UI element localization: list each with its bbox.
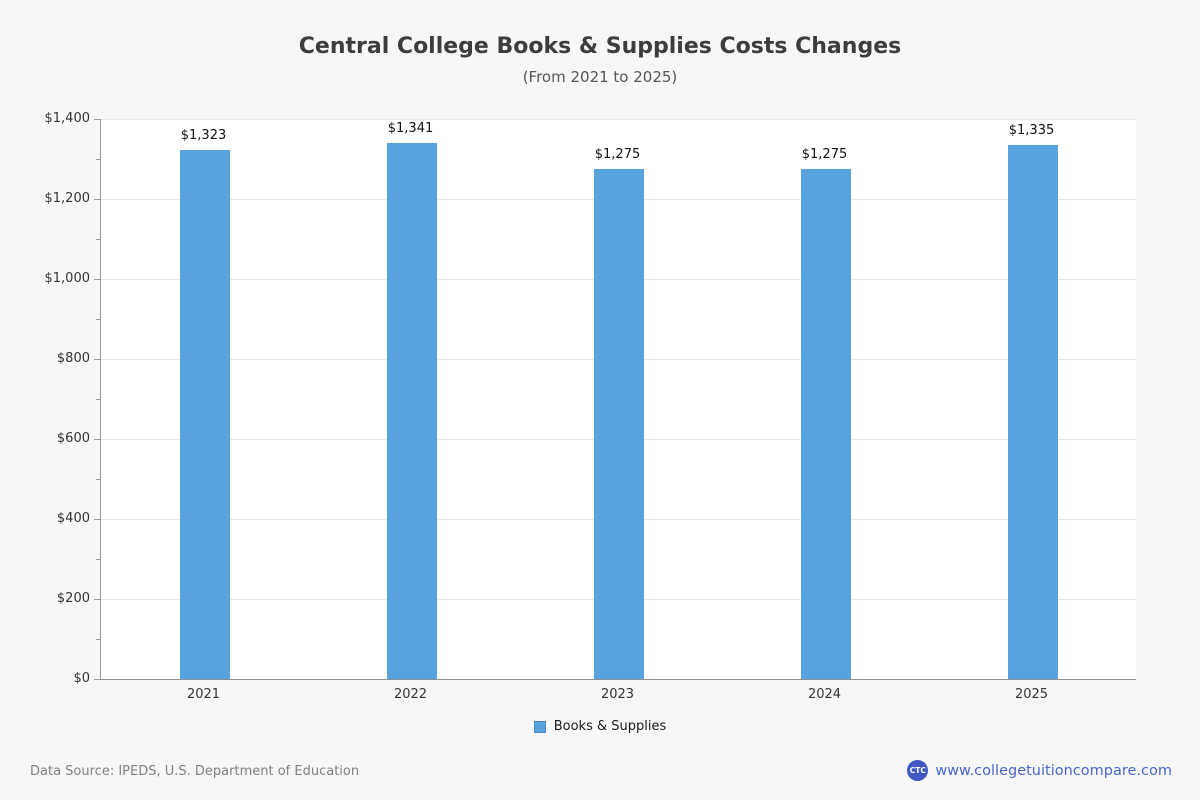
brand-url[interactable]: www.collegetuitioncompare.com xyxy=(935,762,1172,779)
y-axis-tick xyxy=(96,239,100,240)
bar-2022[interactable] xyxy=(386,143,437,679)
bar-value-label: $1,341 xyxy=(387,121,434,136)
y-axis-label: $200 xyxy=(56,591,90,606)
y-axis-label: $1,000 xyxy=(44,271,91,286)
y-axis-tick xyxy=(94,119,100,120)
chart-title: Central College Books & Supplies Costs C… xyxy=(298,34,902,59)
bar-value-label: $1,275 xyxy=(594,147,641,162)
bar-value-label: $1,275 xyxy=(801,147,848,162)
y-axis-tick xyxy=(94,439,100,440)
y-axis-label: $800 xyxy=(56,351,90,366)
legend-label[interactable]: Books & Supplies xyxy=(553,719,667,734)
y-axis-tick xyxy=(94,679,100,680)
data-source-note: Data Source: IPEDS, U.S. Department of E… xyxy=(30,764,360,779)
bar-2025[interactable] xyxy=(1007,145,1058,679)
y-axis-label: $400 xyxy=(56,511,90,526)
bar-value-label: $1,335 xyxy=(1008,123,1055,138)
bar-2023[interactable] xyxy=(593,169,644,679)
bar-2024[interactable] xyxy=(800,169,851,679)
x-axis-label: 2024 xyxy=(807,687,842,702)
chart-subtitle: (From 2021 to 2025) xyxy=(522,68,678,86)
plot-area xyxy=(100,119,1136,680)
y-axis-tick xyxy=(94,519,100,520)
y-axis-tick xyxy=(94,279,100,280)
x-axis-label: 2022 xyxy=(393,687,428,702)
y-axis-label: $0 xyxy=(73,671,90,686)
bar-2021[interactable] xyxy=(179,150,230,679)
legend-swatch-icon[interactable] xyxy=(533,720,546,733)
y-axis-label: $1,400 xyxy=(44,111,91,126)
y-axis-label: $1,200 xyxy=(44,191,91,206)
y-axis-tick xyxy=(96,159,100,160)
gridline xyxy=(101,119,1136,120)
bar-value-label: $1,323 xyxy=(180,128,227,143)
x-axis-label: 2025 xyxy=(1014,687,1049,702)
y-axis-tick xyxy=(96,479,100,480)
y-axis-tick xyxy=(94,599,100,600)
y-axis-tick xyxy=(94,199,100,200)
x-axis-label: 2021 xyxy=(186,687,221,702)
y-axis-tick xyxy=(96,639,100,640)
ctc-logo-icon: CTC xyxy=(907,760,929,781)
y-axis-label: $600 xyxy=(56,431,90,446)
y-axis-tick xyxy=(96,319,100,320)
legend: Books & Supplies xyxy=(0,719,1200,734)
y-axis-tick xyxy=(96,559,100,560)
brand-link[interactable]: CTC www.collegetuitioncompare.com xyxy=(907,760,1172,781)
x-axis-label: 2023 xyxy=(600,687,635,702)
y-axis-tick xyxy=(94,359,100,360)
y-axis-tick xyxy=(96,399,100,400)
